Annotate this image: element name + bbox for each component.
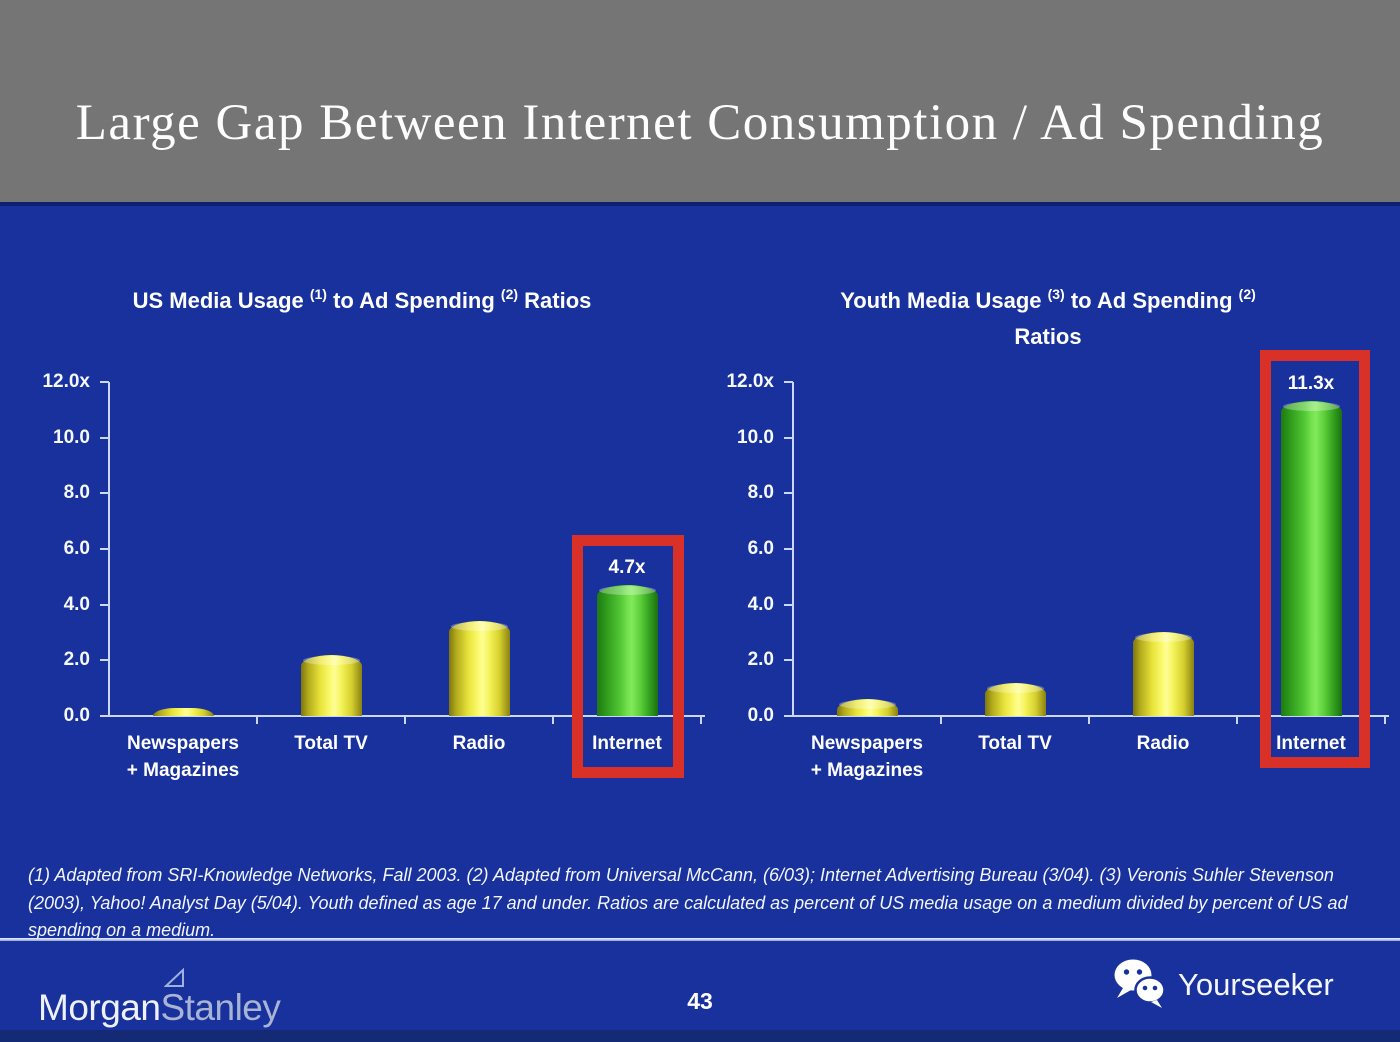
y-axis-tick bbox=[100, 659, 109, 662]
y-axis-label: 4.0 bbox=[747, 593, 774, 615]
bar-1-2 bbox=[1133, 632, 1194, 716]
y-axis-label: 6.0 bbox=[747, 538, 774, 559]
x-axis bbox=[792, 715, 1389, 717]
y-axis-label: 12.0x bbox=[42, 371, 90, 392]
x-axis-tick bbox=[1384, 716, 1386, 724]
x-axis-category-label: Total TV bbox=[978, 733, 1052, 754]
bar-top-highlight bbox=[838, 700, 897, 709]
y-axis bbox=[108, 382, 110, 716]
y-axis-label: 2.0 bbox=[747, 649, 774, 671]
x-axis-tick bbox=[1088, 716, 1090, 724]
bar-top-highlight bbox=[450, 622, 509, 631]
title-superscript: (1) bbox=[309, 286, 327, 302]
bar-1-3 bbox=[1281, 401, 1342, 716]
chart-title-0: US Media Usage (1) to Ad Spending (2) Ra… bbox=[86, 284, 638, 320]
y-axis-tick bbox=[100, 492, 109, 495]
bar-top-highlight bbox=[302, 656, 361, 665]
y-axis-tick bbox=[784, 381, 793, 383]
bottom-strip bbox=[0, 1030, 1400, 1042]
title-text: Youth Media Usage bbox=[840, 288, 1048, 313]
x-axis-category-label: Internet bbox=[1276, 733, 1346, 754]
wechat-icon bbox=[1114, 959, 1166, 1008]
y-axis-tick bbox=[100, 436, 109, 439]
slide-title: Large Gap Between Internet Consumption /… bbox=[75, 95, 1325, 151]
header-divider bbox=[0, 202, 1400, 206]
morgan-stanley-logo: MorganStanley bbox=[38, 968, 281, 1030]
bar-top-highlight bbox=[1134, 633, 1193, 642]
bar-1-1 bbox=[985, 683, 1046, 716]
title-text: Ratios bbox=[518, 288, 592, 313]
page-number: 43 bbox=[687, 988, 713, 1014]
morgan-stanley-logo-stanley: Stanley bbox=[160, 987, 281, 1028]
y-axis-label: 6.0 bbox=[63, 538, 90, 559]
slide-header: Large Gap Between Internet Consumption /… bbox=[0, 0, 1400, 202]
title-text: Ratios bbox=[1014, 324, 1082, 349]
x-axis-category-label: Newspapers + Magazines bbox=[810, 733, 924, 781]
y-axis-label: 2.0 bbox=[63, 649, 90, 671]
bar-0-2 bbox=[449, 621, 510, 716]
x-axis-category-label: Internet bbox=[592, 733, 662, 754]
chart-title-1: Youth Media Usage (3) to Ad Spending (2)… bbox=[798, 284, 1298, 353]
y-axis-tick bbox=[784, 659, 793, 662]
morgan-stanley-flag-icon bbox=[164, 968, 184, 987]
y-axis-tick bbox=[784, 548, 793, 550]
y-axis-label: 10.0 bbox=[53, 426, 90, 448]
x-axis-tick bbox=[552, 716, 554, 724]
x-axis-category-label: Newspapers + Magazines bbox=[126, 733, 240, 781]
title-text: US Media Usage bbox=[132, 288, 310, 313]
yourseeker-label: Yourseeker bbox=[1178, 966, 1334, 1002]
x-axis-tick bbox=[404, 716, 406, 724]
y-axis-label: 12.0x bbox=[726, 371, 774, 392]
bar-0-3 bbox=[597, 585, 658, 716]
y-axis bbox=[792, 382, 794, 716]
highlight-red-box-0 bbox=[572, 535, 684, 778]
x-axis-category-label: Total TV bbox=[294, 733, 368, 754]
y-axis-tick bbox=[784, 436, 793, 439]
y-axis-label: 4.0 bbox=[63, 593, 90, 615]
bar-0-1 bbox=[301, 655, 362, 716]
highlight-red-box-1 bbox=[1260, 350, 1370, 768]
title-text: to Ad Spending bbox=[1064, 288, 1239, 313]
x-axis-category-label: Radio bbox=[452, 733, 506, 754]
x-axis-tick bbox=[256, 716, 258, 724]
bar-0-0 bbox=[153, 708, 214, 716]
bar-1-0 bbox=[837, 699, 898, 716]
y-axis-tick bbox=[100, 603, 109, 606]
y-axis-tick bbox=[100, 381, 109, 383]
y-axis-tick bbox=[100, 548, 109, 550]
footnote: (1) Adapted from SRI-Knowledge Networks,… bbox=[28, 865, 1348, 940]
y-axis-label: 0.0 bbox=[63, 705, 90, 726]
bar-top-highlight bbox=[598, 586, 657, 595]
y-axis-tick bbox=[784, 603, 793, 606]
y-axis-label: 8.0 bbox=[747, 482, 774, 504]
y-axis-tick bbox=[784, 715, 793, 717]
y-axis-label: 8.0 bbox=[63, 482, 90, 504]
y-axis-tick bbox=[784, 492, 793, 495]
footer-separator bbox=[0, 938, 1400, 941]
y-axis-label: 10.0 bbox=[737, 426, 774, 448]
morgan-stanley-logo-morgan: Morgan bbox=[38, 987, 161, 1028]
x-axis-tick bbox=[1236, 716, 1238, 724]
bar-value-label: 11.3x bbox=[1287, 373, 1335, 394]
title-superscript: (3) bbox=[1047, 286, 1065, 302]
bar-value-label: 4.7x bbox=[608, 557, 646, 578]
yourseeker-logo: Yourseeker bbox=[1112, 958, 1334, 1010]
title-superscript: (2) bbox=[1238, 286, 1256, 302]
x-axis-tick bbox=[940, 716, 942, 724]
x-axis-category-label: Radio bbox=[1136, 733, 1190, 754]
title-superscript: (2) bbox=[500, 286, 519, 302]
bar-top-highlight bbox=[986, 684, 1045, 693]
y-axis-label: 0.0 bbox=[747, 705, 774, 726]
x-axis-tick bbox=[700, 716, 702, 724]
bar-top-highlight bbox=[1282, 402, 1341, 411]
x-axis bbox=[108, 715, 705, 717]
title-text: to Ad Spending bbox=[326, 288, 501, 313]
y-axis-tick bbox=[100, 715, 109, 717]
